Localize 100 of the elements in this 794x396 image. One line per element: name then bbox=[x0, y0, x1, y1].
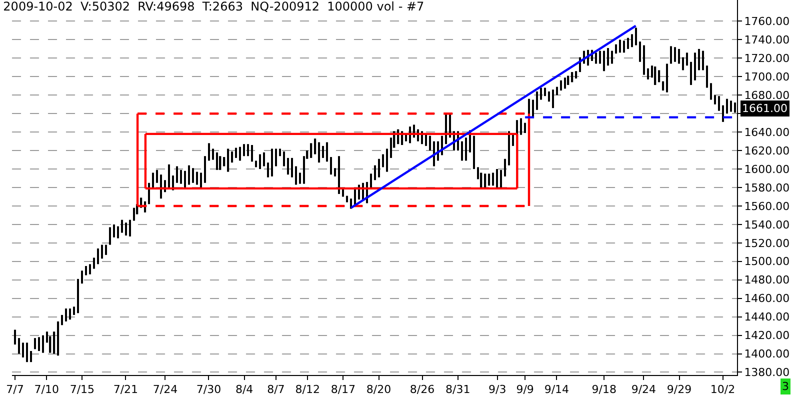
bar bbox=[465, 138, 467, 161]
x-tick-label: 8/31 bbox=[445, 383, 470, 396]
bar bbox=[682, 57, 684, 70]
bar bbox=[706, 66, 708, 88]
bar bbox=[204, 156, 206, 183]
bar bbox=[109, 227, 111, 245]
bar bbox=[283, 151, 285, 166]
x-tick-label: 10/2 bbox=[710, 383, 736, 396]
bar bbox=[678, 48, 680, 64]
bar bbox=[524, 122, 526, 133]
bar bbox=[654, 66, 656, 85]
bar bbox=[287, 158, 289, 175]
x-tick-label: 8/20 bbox=[366, 383, 392, 396]
bar bbox=[386, 148, 388, 172]
bar bbox=[694, 52, 696, 80]
bar bbox=[18, 338, 20, 354]
bar bbox=[532, 100, 534, 118]
bar bbox=[267, 162, 269, 178]
text: 3 bbox=[782, 380, 789, 393]
bar bbox=[275, 148, 277, 166]
bar bbox=[160, 174, 162, 199]
y-tick-label: 1720.00 bbox=[744, 52, 790, 66]
bar bbox=[504, 158, 506, 176]
bar bbox=[338, 156, 340, 194]
bar bbox=[540, 88, 542, 100]
bar bbox=[374, 165, 376, 180]
bar bbox=[184, 170, 186, 188]
bar bbox=[152, 172, 154, 188]
y-tick-label: 1680.00 bbox=[744, 88, 790, 102]
bar bbox=[65, 308, 67, 322]
bar bbox=[93, 258, 95, 269]
x-tick-label: 7/24 bbox=[152, 383, 178, 396]
bar bbox=[627, 38, 629, 49]
bar bbox=[722, 105, 724, 122]
bar bbox=[231, 151, 234, 163]
bar bbox=[129, 220, 131, 236]
bar bbox=[38, 337, 40, 351]
x-tick-label: 8/26 bbox=[410, 383, 435, 396]
y-tick-label: 1700.00 bbox=[744, 70, 790, 84]
bar bbox=[69, 308, 71, 320]
bar bbox=[552, 90, 554, 108]
bar bbox=[34, 338, 36, 350]
bar bbox=[271, 148, 273, 176]
bar bbox=[556, 86, 558, 96]
y-tick-label: 1500.00 bbox=[744, 255, 790, 268]
y-tick-label: 1520.00 bbox=[744, 236, 790, 250]
bar bbox=[599, 50, 601, 64]
bar bbox=[433, 141, 435, 166]
x-tick-label: 9/3 bbox=[488, 383, 506, 396]
y-tick-label: 1480.00 bbox=[744, 274, 790, 287]
x-tick-label: 9/9 bbox=[516, 383, 534, 396]
bar bbox=[291, 158, 293, 178]
x-tick-label: 7/21 bbox=[113, 383, 138, 396]
bar bbox=[255, 160, 257, 168]
bar bbox=[89, 264, 91, 274]
bar bbox=[77, 278, 79, 314]
x-tick-label: 7/10 bbox=[34, 383, 59, 396]
bar bbox=[299, 172, 301, 184]
bar bbox=[81, 270, 83, 284]
bar bbox=[42, 335, 44, 353]
x-tick-label: 8/4 bbox=[235, 383, 254, 396]
bar bbox=[631, 34, 633, 48]
bar bbox=[239, 146, 241, 161]
x-tick-label: 8/7 bbox=[267, 383, 285, 396]
x-tick-label: 7/15 bbox=[70, 383, 95, 396]
bar bbox=[730, 100, 732, 112]
bar bbox=[168, 164, 170, 190]
bar bbox=[670, 46, 672, 64]
bar bbox=[726, 98, 728, 114]
bar bbox=[714, 95, 716, 104]
bar bbox=[461, 141, 463, 161]
bar bbox=[156, 170, 158, 183]
x-tick-label: 9/18 bbox=[592, 383, 616, 396]
bar bbox=[279, 148, 281, 156]
bar bbox=[57, 321, 60, 356]
bar bbox=[603, 50, 605, 72]
bar bbox=[223, 157, 226, 166]
bar bbox=[382, 154, 384, 168]
bar bbox=[121, 220, 123, 233]
bar bbox=[378, 158, 380, 178]
x-tick-label: 7/30 bbox=[196, 383, 222, 396]
bar bbox=[544, 88, 546, 96]
bar bbox=[635, 28, 637, 46]
bar bbox=[212, 148, 214, 160]
bar bbox=[113, 224, 115, 238]
bar bbox=[125, 222, 127, 236]
bar bbox=[61, 314, 64, 326]
bar bbox=[192, 168, 194, 183]
bar bbox=[22, 342, 24, 358]
bar bbox=[611, 50, 613, 64]
bar bbox=[488, 174, 490, 186]
bar bbox=[647, 68, 649, 80]
bar bbox=[571, 72, 574, 82]
bar bbox=[607, 48, 609, 66]
y-tick-label: 1460.00 bbox=[744, 292, 790, 306]
bar bbox=[346, 196, 348, 202]
bar bbox=[370, 174, 372, 188]
bar bbox=[567, 76, 570, 85]
x-tick-label: 9/14 bbox=[544, 383, 570, 396]
bar bbox=[14, 330, 16, 345]
